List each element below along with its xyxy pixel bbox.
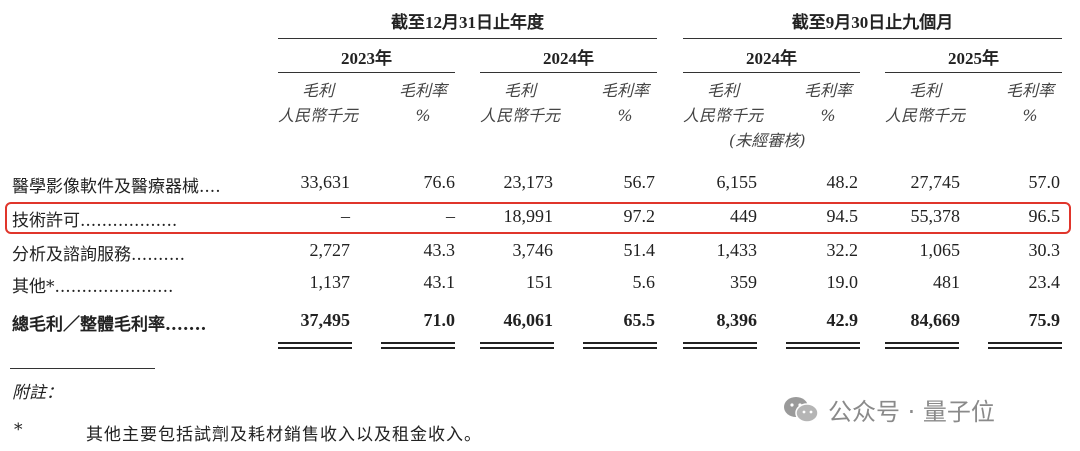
gross-profit-cell: 3,746 bbox=[512, 240, 554, 260]
gross-profit-cell: 8,396 bbox=[716, 310, 758, 330]
gross-margin-cell: 42.9 bbox=[826, 310, 859, 330]
divider bbox=[683, 38, 1062, 39]
year-header: 2024年 bbox=[543, 49, 594, 68]
gp-unit: 人民幣千元 bbox=[884, 106, 965, 125]
watermark-text: 公众号 · 量子位 bbox=[828, 398, 995, 426]
row-label: 技術許可.................. bbox=[12, 211, 178, 231]
divider bbox=[480, 72, 657, 73]
double-underline bbox=[786, 342, 860, 349]
gross-profit-header: 毛利人民幣千元 (未經審核) bbox=[679, 78, 806, 153]
gp-unit: 人民幣千元 bbox=[682, 106, 763, 125]
row-label: 總毛利／整體毛利率....... bbox=[12, 315, 207, 335]
gm-unit: % bbox=[1022, 106, 1038, 125]
year-header: 2024年 bbox=[746, 49, 797, 68]
gm-label: 毛利率 bbox=[398, 81, 447, 100]
double-underline bbox=[683, 342, 757, 349]
gross-profit-cell: 151 bbox=[526, 272, 553, 292]
gross-profit-cell: 18,991 bbox=[503, 206, 554, 226]
gm-unit: % bbox=[617, 106, 633, 125]
gp-unit: 人民幣千元 bbox=[277, 106, 358, 125]
gross-margin-cell: 71.0 bbox=[423, 310, 456, 330]
gross-profit-cell: 37,495 bbox=[300, 310, 351, 330]
gm-label: 毛利率 bbox=[1005, 81, 1054, 100]
row-label: 其他*...................... bbox=[12, 277, 174, 297]
gross-margin-cell: 30.3 bbox=[1028, 240, 1061, 260]
double-underline bbox=[278, 342, 352, 349]
gross-profit-cell: 6,155 bbox=[716, 172, 758, 192]
divider bbox=[278, 38, 657, 39]
gross-profit-cell: 23,173 bbox=[503, 172, 554, 192]
gross-profit-cell: 481 bbox=[933, 272, 960, 292]
gross-profit-cell: 1,433 bbox=[716, 240, 758, 260]
gross-profit-cell: 1,065 bbox=[919, 240, 961, 260]
gross-margin-cell: – bbox=[446, 206, 455, 226]
year-header: 2025年 bbox=[948, 49, 999, 68]
gross-profit-header: 毛利 人民幣千元 bbox=[274, 78, 362, 128]
header-fiscal-year: 截至12月31日止年度 bbox=[391, 13, 544, 32]
gross-margin-cell: 94.5 bbox=[826, 206, 859, 226]
footnote-text: 其他主要包括試劑及耗材銷售收入以及租金收入。 bbox=[86, 425, 482, 445]
gp-label: 毛利 bbox=[908, 81, 941, 100]
gross-margin-cell: 48.2 bbox=[826, 172, 859, 192]
gross-profit-cell: 359 bbox=[730, 272, 757, 292]
gross-margin-cell: 56.7 bbox=[623, 172, 656, 192]
wechat-icon bbox=[782, 395, 820, 425]
gross-margin-cell: 76.6 bbox=[423, 172, 456, 192]
gross-profit-header: 毛利 人民幣千元 bbox=[476, 78, 564, 128]
divider bbox=[278, 72, 455, 73]
gross-profit-cell: 27,745 bbox=[910, 172, 961, 192]
gross-profit-cell: 46,061 bbox=[503, 310, 554, 330]
gp-label: 毛利 bbox=[301, 81, 334, 100]
gross-margin-cell: 19.0 bbox=[826, 272, 859, 292]
gm-label: 毛利率 bbox=[600, 81, 649, 100]
gross-margin-cell: 51.4 bbox=[623, 240, 656, 260]
gross-profit-cell: 33,631 bbox=[300, 172, 351, 192]
gp-unit: 人民幣千元 bbox=[479, 106, 560, 125]
double-underline bbox=[381, 342, 455, 349]
gross-margin-cell: 5.6 bbox=[632, 272, 656, 292]
gross-profit-cell: 1,137 bbox=[309, 272, 351, 292]
notes-title: 附註： bbox=[12, 383, 63, 403]
unaudited-note: (未經審核) bbox=[729, 131, 806, 150]
gross-margin-header: 毛利率% bbox=[388, 78, 458, 128]
gross-margin-cell: 97.2 bbox=[623, 206, 656, 226]
watermark: 公众号 · 量子位 bbox=[782, 392, 995, 427]
gross-margin-cell: 23.4 bbox=[1028, 272, 1061, 292]
gross-margin-header: 毛利率% bbox=[793, 78, 863, 128]
gp-label: 毛利 bbox=[503, 81, 536, 100]
row-label: 分析及諮詢服務.......... bbox=[12, 245, 186, 265]
gm-unit: % bbox=[820, 106, 836, 125]
gp-label: 毛利 bbox=[706, 81, 739, 100]
highlight-box bbox=[5, 202, 1071, 234]
footnote-marker: * bbox=[14, 420, 23, 440]
double-underline bbox=[583, 342, 657, 349]
double-underline bbox=[885, 342, 959, 349]
row-label: 醫學影像軟件及醫療器械.... bbox=[12, 177, 221, 197]
gross-margin-header: 毛利率% bbox=[995, 78, 1065, 128]
gross-margin-cell: 65.5 bbox=[623, 310, 656, 330]
gross-margin-header: 毛利率% bbox=[590, 78, 660, 128]
gross-margin-cell: 96.5 bbox=[1028, 206, 1061, 226]
gross-profit-cell: 449 bbox=[730, 206, 757, 226]
gross-margin-cell: 75.9 bbox=[1028, 310, 1061, 330]
year-header: 2023年 bbox=[341, 49, 392, 68]
header-nine-months: 截至9月30日止九個月 bbox=[791, 13, 954, 32]
divider bbox=[683, 72, 860, 73]
gm-label: 毛利率 bbox=[803, 81, 852, 100]
double-underline bbox=[480, 342, 554, 349]
gross-profit-cell: – bbox=[341, 206, 350, 226]
gross-profit-cell: 55,378 bbox=[910, 206, 961, 226]
gross-profit-header: 毛利 人民幣千元 bbox=[881, 78, 969, 128]
gross-profit-cell: 2,727 bbox=[309, 240, 351, 260]
divider bbox=[885, 72, 1062, 73]
gross-margin-cell: 43.1 bbox=[423, 272, 456, 292]
gross-margin-cell: 43.3 bbox=[423, 240, 456, 260]
double-underline bbox=[988, 342, 1062, 349]
footnote-divider bbox=[10, 368, 155, 369]
gm-unit: % bbox=[415, 106, 431, 125]
gross-profit-cell: 84,669 bbox=[910, 310, 961, 330]
gross-margin-cell: 32.2 bbox=[826, 240, 859, 260]
gross-margin-cell: 57.0 bbox=[1028, 172, 1061, 192]
